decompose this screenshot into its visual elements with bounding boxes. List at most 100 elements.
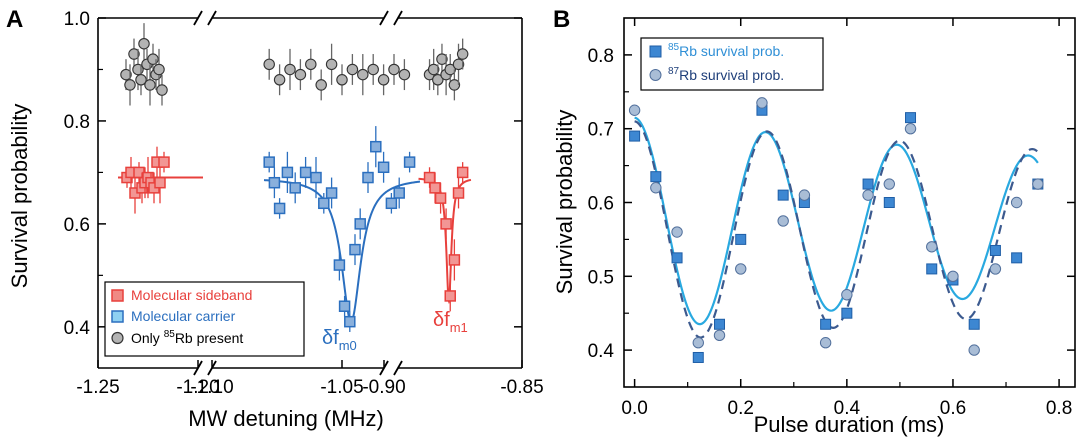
panel-b-point-85rb xyxy=(820,318,832,330)
panel-b-point-87rb xyxy=(904,123,917,135)
panel-a-point-carrier xyxy=(333,259,346,271)
panel-a-point-sideband xyxy=(440,218,452,230)
panel-a-point-carrier xyxy=(318,197,330,210)
panel-b-point-85rb xyxy=(671,252,683,264)
panel-b-point-87rb xyxy=(968,344,980,356)
panel-a-point-rb xyxy=(305,58,317,71)
panel-a-point-sideband xyxy=(452,187,465,199)
panel-a-point-carrier xyxy=(338,300,351,312)
legend-87rb-label: 87Rb survival prob. xyxy=(668,66,784,83)
panel-a-point-carrier xyxy=(273,202,286,215)
panel-b-xtick-label-0: 0.0 xyxy=(621,398,647,419)
panel-b-xtick-label-3: 0.6 xyxy=(940,398,966,419)
panel-b-point-85rb xyxy=(650,171,662,183)
legend-sideband-label: Molecular sideband xyxy=(131,287,252,303)
panel-b-point-87rb xyxy=(798,189,811,201)
panel-a-point-carrier xyxy=(325,187,338,199)
panel-a-ytick-label-3: 1.0 xyxy=(64,9,90,30)
panel-a-point-rb xyxy=(294,68,307,81)
panel-b-xtick-label-4: 0.8 xyxy=(1046,398,1072,419)
panel-b-ytick-label-1: 0.5 xyxy=(588,267,614,288)
panel-a-ytick-label-1: 0.6 xyxy=(64,215,90,236)
panel-a-point-sideband xyxy=(158,156,170,168)
panel-a-legend: Molecular sideband Molecular carrier Onl… xyxy=(104,281,305,357)
panel-a-point-carrier xyxy=(344,315,356,328)
panel-b-point-85rb xyxy=(926,263,938,275)
panel-b-point-87rb xyxy=(841,289,853,301)
panel-a-point-rb xyxy=(448,79,461,91)
panel-a-ytick-label-2: 0.8 xyxy=(64,112,90,133)
panel-a-point-rb xyxy=(120,68,132,81)
panel-a-point-carrier xyxy=(354,218,366,230)
panel-a-point-carrier xyxy=(349,243,361,256)
legend-85rb-marker xyxy=(649,45,662,58)
legend-85rb-label: 85Rb survival prob. xyxy=(668,42,784,59)
panel-a-point-sideband xyxy=(448,254,461,266)
panel-a-point-sideband xyxy=(154,176,166,189)
panel-a-point-carrier xyxy=(310,171,322,184)
panel-a-point-rb xyxy=(315,79,327,91)
legend-rb-marker xyxy=(111,331,124,345)
panel-a-point-rb xyxy=(357,68,369,81)
panel-b-point-85rb xyxy=(905,112,917,124)
panel-b-point-85rb xyxy=(714,318,726,330)
panel-a-point-carrier xyxy=(281,166,294,179)
panel-b-point-87rb xyxy=(819,337,832,349)
panel-a-point-carrier xyxy=(268,176,281,189)
panel-b-point-87rb xyxy=(628,104,641,116)
panel-b-point-85rb xyxy=(883,197,895,208)
panel-b-legend: 85Rb survival prob. 87Rb survival prob. xyxy=(640,37,824,91)
panel-b-point-87rb xyxy=(1032,178,1044,190)
panel-a-point-rb xyxy=(436,53,448,65)
panel-a-point-rb xyxy=(124,79,136,91)
panel-b-x-axis-title: Pulse duration (ms) xyxy=(754,412,945,437)
legend-87rb-marker xyxy=(649,69,662,81)
panel-a-point-sideband xyxy=(423,171,436,184)
panel-a-point-rb xyxy=(273,74,286,86)
annotation-df-m0: δfm0 xyxy=(322,327,357,353)
panel-b-xtick-label-2: 0.4 xyxy=(834,398,861,419)
panel-b-point-87rb xyxy=(671,226,683,238)
panel-a-xtick-label-2: -1.10 xyxy=(190,377,233,398)
panel-b-point-87rb xyxy=(735,263,747,275)
panel-a-xtick-label-4: -0.90 xyxy=(362,377,405,398)
panel-b-point-87rb xyxy=(862,189,874,201)
panel-b-y-axis-title: Survival probability xyxy=(552,110,577,295)
panel-b-point-87rb xyxy=(713,329,726,342)
panel-b-point-85rb xyxy=(862,178,874,190)
legend-carrier-marker xyxy=(111,310,124,323)
panel-a-point-rb xyxy=(346,63,359,76)
legend-rb-label: Only 85Rb present xyxy=(131,329,243,346)
panel-b-point-87rb xyxy=(1010,196,1023,209)
panel-b: B 0.4 0.5 0.6 0.7 0.8 0.0 0.2 0.4 0.6 0.8 Pulse d… xyxy=(552,6,1076,437)
panel-a-xtick-label-5: -0.85 xyxy=(500,377,543,398)
panel-a-xtick-label-1: -1.20 xyxy=(176,377,219,398)
panel-b-point-85rb xyxy=(989,244,1001,256)
panel-b-xtick-label-1: 0.2 xyxy=(728,398,754,419)
panel-a-point-rb xyxy=(144,79,156,91)
panel-b-fit-85rb xyxy=(634,116,1039,326)
panel-b-ytick-label-2: 0.6 xyxy=(588,194,614,215)
panel-a-point-rb xyxy=(427,63,440,76)
panel-a-point-rb xyxy=(135,74,147,86)
panel-a-point-carrier xyxy=(393,187,405,199)
panel-a-point-rb xyxy=(388,63,400,76)
panel-a-point-rb xyxy=(432,74,444,86)
panel-a-point-rb xyxy=(367,63,379,76)
panel-b-data xyxy=(628,97,1044,363)
panel-a-point-rb xyxy=(398,68,411,81)
panel-b-ytick-label-3: 0.7 xyxy=(588,120,614,141)
panel-a-point-rb xyxy=(156,84,168,96)
legend-sideband-marker xyxy=(111,289,124,302)
panel-b-point-85rb xyxy=(629,130,641,142)
annotation-df-m1: δfm1 xyxy=(433,309,468,335)
panel-a-point-sideband xyxy=(434,192,447,204)
panel-b-point-85rb xyxy=(777,189,789,201)
panel-a-point-rb xyxy=(128,48,140,60)
panel-a-ticks: 0.4 0.6 0.8 1.0 -1.25 -1.20-1.10 -1.05-0.90 -0.… xyxy=(64,9,544,398)
panel-a-point-carrier xyxy=(385,197,398,210)
panel-a-point-carrier xyxy=(263,156,275,168)
panel-b-point-87rb xyxy=(650,182,662,194)
panel-b-point-85rb xyxy=(1011,252,1023,264)
